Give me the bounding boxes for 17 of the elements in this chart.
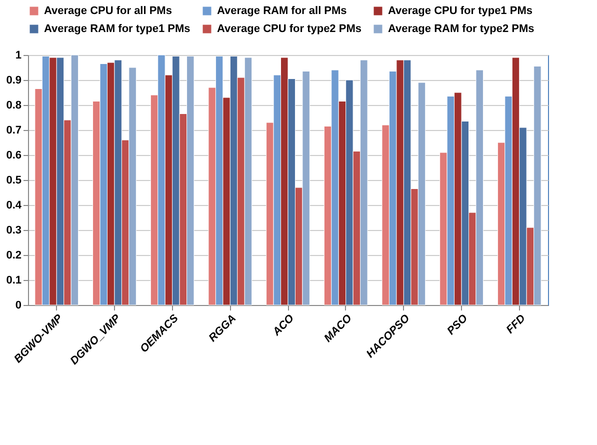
y-tick-label: 1 [15,50,22,62]
legend-label: Average RAM for type2 PMs [388,23,534,35]
y-tick-label: 0.9 [6,74,22,86]
y-tick-label: 0.2 [6,250,22,262]
y-tick-label: 0.3 [6,224,22,236]
y-tick-label: 0.4 [6,200,22,212]
y-tick-label: 0 [15,300,22,312]
legend-label: Average CPU for type1 PMs [388,5,532,17]
legend-label: Average CPU for all PMs [44,5,172,17]
y-tick-label: 0.5 [6,174,22,186]
legend-label: Average RAM for type1 PMs [44,23,190,35]
y-tick-label: 0.8 [6,100,22,112]
legend-label: Average RAM for all PMs [217,5,347,17]
y-tick-label: 0.6 [6,150,22,162]
y-tick-label: 0.1 [6,274,22,286]
legend-label: Average CPU for type2 PMs [217,23,362,35]
y-tick-label: 0.7 [6,124,22,136]
